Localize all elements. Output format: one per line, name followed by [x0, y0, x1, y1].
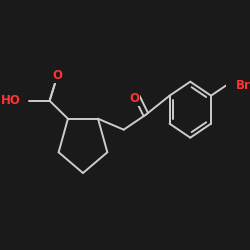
Text: Br: Br [236, 79, 250, 92]
Text: O: O [53, 68, 63, 82]
Text: O: O [129, 92, 139, 106]
Text: HO: HO [1, 94, 20, 107]
